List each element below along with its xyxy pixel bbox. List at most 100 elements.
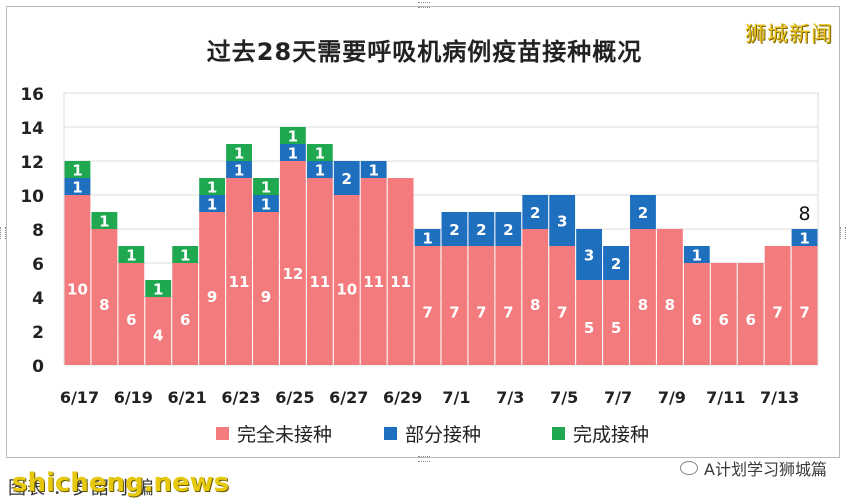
bar-segment xyxy=(764,246,791,365)
legend-swatch-full xyxy=(552,427,565,440)
data-label: 11 xyxy=(309,273,330,291)
data-label: 1 xyxy=(261,179,271,197)
bar-segment xyxy=(630,229,656,365)
resize-handle-right[interactable] xyxy=(840,227,846,239)
y-tick-label: 2 xyxy=(32,323,44,343)
data-label: 8 xyxy=(530,296,540,314)
y-tick-label: 10 xyxy=(20,187,44,207)
x-tick-label: 6/25 xyxy=(275,388,314,407)
data-label: 1 xyxy=(234,162,244,180)
bar-segment xyxy=(199,195,226,212)
data-label: 2 xyxy=(611,255,621,273)
bar-segment xyxy=(468,212,495,246)
x-tick-label: 7/3 xyxy=(496,388,524,407)
bar-segment xyxy=(683,263,710,365)
bar-segment xyxy=(549,246,576,365)
bar-segment xyxy=(791,229,818,246)
data-label: 6 xyxy=(745,311,755,329)
y-tick-label: 0 xyxy=(32,357,44,377)
bar-segment xyxy=(91,229,118,365)
data-label: 1 xyxy=(368,162,378,180)
data-label: 4 xyxy=(153,326,163,344)
bar-segment xyxy=(603,280,629,365)
data-label: 2 xyxy=(503,221,513,239)
y-tick-label: 4 xyxy=(32,289,44,309)
bar-segment xyxy=(576,229,603,280)
bar-segment xyxy=(495,246,522,365)
data-label: 1 xyxy=(799,230,809,248)
data-label: 6 xyxy=(692,311,702,329)
bar-segment xyxy=(279,161,306,365)
x-tick-label: 7/1 xyxy=(442,388,470,407)
legend-swatch-partial xyxy=(384,427,397,440)
y-tick-label: 16 xyxy=(20,85,44,105)
bar-segment xyxy=(468,246,495,365)
data-label: 1 xyxy=(72,162,82,180)
legend-label-partial: 部分接种 xyxy=(405,424,482,446)
resize-handle-bottom[interactable] xyxy=(418,456,430,462)
bar-segment xyxy=(441,212,468,246)
bar-segment xyxy=(414,229,441,246)
resize-handle-top[interactable] xyxy=(418,2,430,8)
data-label: 1 xyxy=(692,247,702,265)
data-label: 1 xyxy=(207,179,217,197)
x-tick-label: 6/19 xyxy=(114,388,153,407)
bar-segment xyxy=(791,246,818,365)
bar-segment xyxy=(360,178,387,365)
chart-credit: 图表 ：岁韶·小编 xyxy=(8,478,155,499)
data-label: 11 xyxy=(363,273,384,291)
bar-segment xyxy=(145,297,172,365)
bar-segment xyxy=(279,144,306,161)
y-tick-label: 12 xyxy=(20,153,44,173)
bar-segment xyxy=(333,161,360,195)
data-label: 5 xyxy=(611,319,621,337)
bar-segment xyxy=(603,246,629,280)
data-label: 7 xyxy=(476,303,486,321)
bar-segment xyxy=(306,161,333,178)
bar-segment xyxy=(64,178,91,195)
data-label: 11 xyxy=(390,273,411,291)
x-tick-label: 7/7 xyxy=(604,388,632,407)
bar-segment xyxy=(522,195,549,229)
bar-segment xyxy=(253,178,279,195)
y-tick-label: 14 xyxy=(20,119,44,139)
data-label: 1 xyxy=(288,128,298,146)
y-tick-label: 6 xyxy=(32,255,44,275)
x-tick-label: 7/5 xyxy=(550,388,578,407)
bar-segment xyxy=(145,280,172,297)
bar-segment xyxy=(118,246,145,263)
data-label: 2 xyxy=(530,204,540,222)
x-tick-label: 7/13 xyxy=(760,388,799,407)
resize-handle-left[interactable] xyxy=(0,227,6,239)
bar-segment xyxy=(64,195,91,365)
legend-item-full: 完成接种 xyxy=(552,420,649,447)
data-label: 7 xyxy=(503,303,513,321)
bar-segment xyxy=(414,246,441,365)
bar-segment xyxy=(199,178,226,195)
bar-segment xyxy=(199,212,226,365)
legend-swatch-unvaccinated xyxy=(216,427,229,440)
legend-item-unvaccinated: 完全未接种 xyxy=(216,420,332,447)
data-label: 7 xyxy=(422,303,432,321)
data-label: 12 xyxy=(282,265,303,283)
data-label: 6 xyxy=(180,311,190,329)
wechat-account: A计划学习狮城篇 xyxy=(680,456,827,480)
x-tick-label: 7/9 xyxy=(658,388,686,407)
data-label: 10 xyxy=(67,281,88,299)
data-label: 1 xyxy=(315,145,325,163)
bar-segment xyxy=(226,144,252,161)
bar-segment xyxy=(118,263,145,365)
site-watermark: shicheng.news xyxy=(12,468,230,498)
data-label: 2 xyxy=(476,221,486,239)
data-label: 8 xyxy=(638,296,648,314)
legend-label-unvaccinated: 完全未接种 xyxy=(237,424,333,446)
data-label: 1 xyxy=(153,281,163,299)
bar-segment xyxy=(630,195,656,229)
bar-segment xyxy=(549,195,576,246)
data-label: 6 xyxy=(719,311,729,329)
bar-segment xyxy=(387,178,414,365)
data-label: 1 xyxy=(422,230,432,248)
data-label: 8 xyxy=(665,296,675,314)
data-label: 2 xyxy=(342,170,352,188)
